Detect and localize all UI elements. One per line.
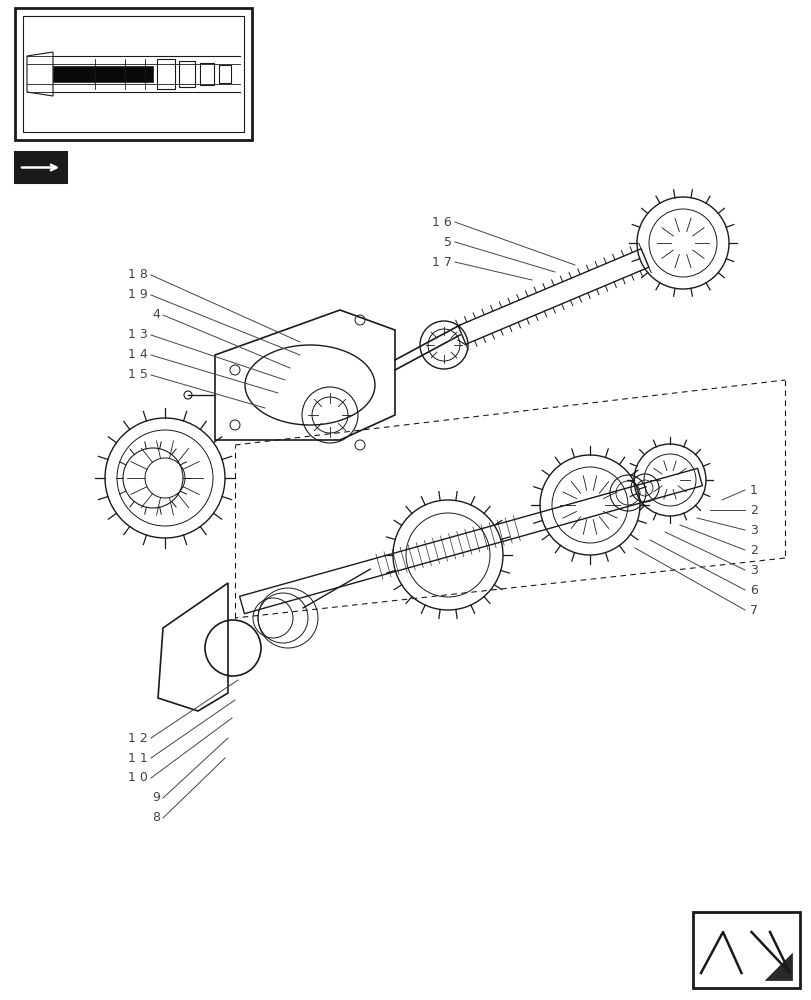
Text: 1 4: 1 4 <box>128 349 148 361</box>
Bar <box>200 63 214 85</box>
Bar <box>15 152 67 183</box>
Text: 1 8: 1 8 <box>128 268 148 282</box>
Text: 9: 9 <box>152 791 160 804</box>
Text: 1 9: 1 9 <box>128 288 148 302</box>
Text: 3: 3 <box>749 524 757 536</box>
Polygon shape <box>764 953 791 980</box>
Bar <box>53 66 152 82</box>
Text: 6: 6 <box>749 584 757 596</box>
Text: 1 1: 1 1 <box>128 752 148 764</box>
Text: 5: 5 <box>444 235 452 248</box>
Bar <box>178 61 195 87</box>
Text: 1 6: 1 6 <box>431 216 452 229</box>
Bar <box>23 16 243 132</box>
Text: 1 5: 1 5 <box>128 368 148 381</box>
Text: 4: 4 <box>152 308 160 322</box>
Text: 1 2: 1 2 <box>128 732 148 744</box>
Text: 1 7: 1 7 <box>431 255 452 268</box>
Text: 2: 2 <box>749 544 757 556</box>
Text: 1: 1 <box>749 484 757 496</box>
Text: 2: 2 <box>749 504 757 516</box>
Bar <box>15 8 251 140</box>
Bar <box>219 65 230 83</box>
Bar <box>692 912 799 988</box>
Text: 8: 8 <box>152 811 160 824</box>
Text: 1 0: 1 0 <box>128 771 148 784</box>
Text: 3: 3 <box>749 564 757 576</box>
Text: 1 3: 1 3 <box>128 328 148 342</box>
Text: 7: 7 <box>749 603 757 616</box>
Bar <box>157 59 175 89</box>
